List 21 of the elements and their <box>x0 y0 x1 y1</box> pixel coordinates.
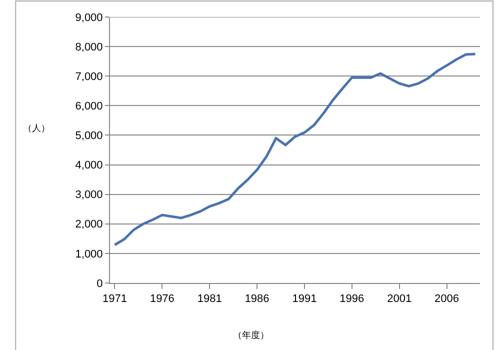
x-tick-label: 1981 <box>197 293 222 306</box>
y-axis-title: （人） <box>23 123 50 134</box>
line-series <box>113 52 477 246</box>
y-tick-label: 7,000 <box>75 70 103 83</box>
y-tick-label: 3,000 <box>75 189 103 202</box>
y-tick-label: 6,000 <box>75 100 103 113</box>
y-tick-label: 1,000 <box>75 248 103 260</box>
x-tick-label: 1991 <box>292 293 317 306</box>
x-tick-label: 1996 <box>340 293 364 306</box>
y-tick-label: 5,000 <box>75 130 103 142</box>
x-tick-label: 1976 <box>150 293 174 306</box>
x-tick-label: 2001 <box>387 293 412 306</box>
x-axis-title: （年度） <box>233 330 269 341</box>
y-tick-label: 4,000 <box>75 160 103 172</box>
y-tick-label: 9,000 <box>75 12 103 24</box>
y-tick-label: 8,000 <box>75 41 103 54</box>
x-tick-label: 2006 <box>434 293 460 306</box>
x-tick-label: 1986 <box>244 293 270 306</box>
y-tick-label: 0 <box>96 278 103 290</box>
x-tick-label: 1971 <box>102 293 127 306</box>
y-tick-label: 2,000 <box>75 218 103 231</box>
